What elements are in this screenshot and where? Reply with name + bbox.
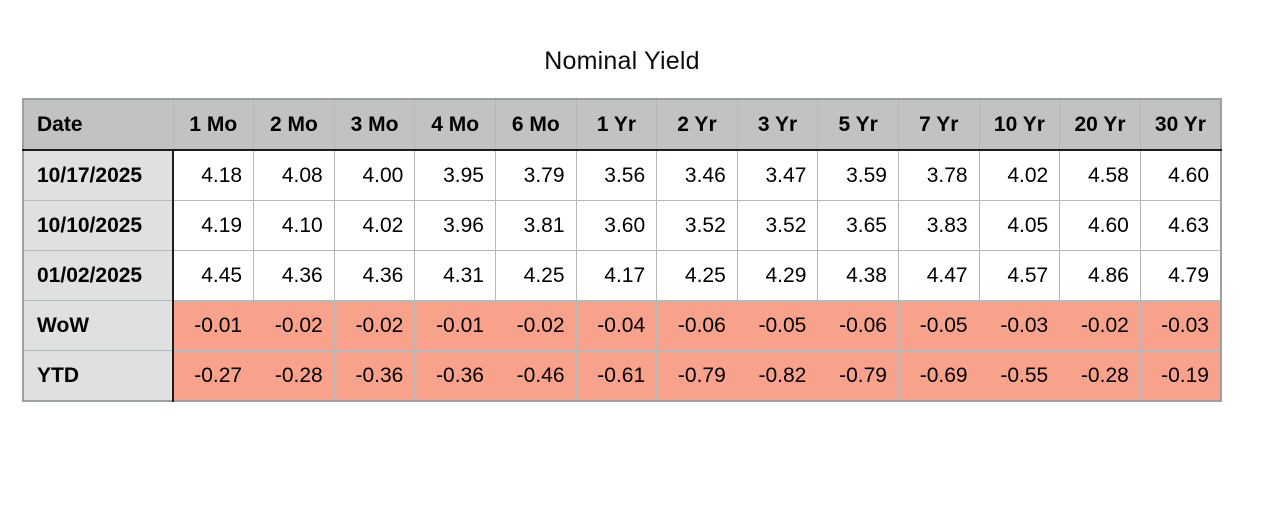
yield-value-01-02-2025-1-yr: 4.17 [575,250,658,301]
column-header-10-yr: 10 Yr [978,98,1061,151]
yield-value-10-17-2025-2-mo: 4.08 [253,149,335,201]
yield-value-10-10-2025-5-yr: 3.65 [817,200,899,251]
column-header-5-yr: 5 Yr [817,98,899,151]
page: Nominal Yield Date 1 Mo 2 Mo 3 Mo 4 Mo 6 Mo 1 … [22,47,1222,402]
table-header: Date 1 Mo 2 Mo 3 Mo 4 Mo 6 Mo 1 Yr 2 Yr 3 Yr 5 Yr… [22,98,1222,151]
yield-value-ytd-1-yr: -0.61 [575,350,658,402]
yield-value-ytd-10-yr: -0.55 [978,350,1061,402]
table-row-wow: WoW -0.01 -0.02 -0.02 -0.01 -0.02 -0.04 -0.06 -0… [22,300,1222,351]
table-row-01-02-2025: 01/02/2025 4.45 4.36 4.36 4.31 4.25 4.17 4.25 4.… [22,250,1222,301]
page-title: Nominal Yield [544,47,700,75]
yield-value-10-10-2025-1-mo: 4.19 [172,200,255,251]
table-body: 10/17/2025 4.18 4.08 4.00 3.95 3.79 3.56 3.46 3.… [22,149,1222,402]
column-header-1-mo: 1 Mo [172,98,255,151]
column-header-2-yr: 2 Yr [656,98,738,151]
yield-value-wow-2-mo: -0.02 [253,300,335,351]
column-header-30-yr: 30 Yr [1139,98,1222,151]
yield-value-01-02-2025-3-mo: 4.36 [333,250,416,301]
yield-value-10-10-2025-7-yr: 3.83 [897,200,980,251]
column-header-1-yr: 1 Yr [575,98,658,151]
table-row-10-17-2025: 10/17/2025 4.18 4.08 4.00 3.95 3.79 3.56 3.46 3.… [22,149,1222,201]
row-label-10-17-2025: 10/17/2025 [22,149,174,201]
yield-value-01-02-2025-6-mo: 4.25 [494,250,577,301]
yield-value-wow-3-mo: -0.02 [333,300,416,351]
yield-value-10-17-2025-4-mo: 3.95 [414,149,496,201]
yield-value-10-17-2025-1-mo: 4.18 [172,149,255,201]
yield-value-01-02-2025-20-yr: 4.86 [1059,250,1141,301]
row-label-ytd: YTD [22,350,174,402]
yield-value-01-02-2025-2-mo: 4.36 [253,250,335,301]
yield-value-01-02-2025-3-yr: 4.29 [736,250,819,301]
yield-value-10-10-2025-30-yr: 4.63 [1139,200,1222,251]
yield-value-ytd-2-mo: -0.28 [253,350,335,402]
yield-value-ytd-7-yr: -0.69 [897,350,980,402]
yield-value-ytd-3-mo: -0.36 [333,350,416,402]
column-header-2-mo: 2 Mo [253,98,335,151]
yield-value-ytd-1-mo: -0.27 [172,350,255,402]
yield-value-wow-20-yr: -0.02 [1059,300,1141,351]
yield-value-ytd-6-mo: -0.46 [494,350,577,402]
yield-value-01-02-2025-4-mo: 4.31 [414,250,496,301]
yield-value-wow-2-yr: -0.06 [656,300,738,351]
yield-value-10-17-2025-10-yr: 4.02 [978,149,1061,201]
yield-value-wow-3-yr: -0.05 [736,300,819,351]
yield-value-10-17-2025-3-yr: 3.47 [736,149,819,201]
yield-value-wow-30-yr: -0.03 [1139,300,1222,351]
column-header-20-yr: 20 Yr [1059,98,1141,151]
yield-value-10-10-2025-2-mo: 4.10 [253,200,335,251]
column-header-3-yr: 3 Yr [736,98,819,151]
yield-value-ytd-4-mo: -0.36 [414,350,496,402]
yield-value-01-02-2025-7-yr: 4.47 [897,250,980,301]
yield-value-ytd-3-yr: -0.82 [736,350,819,402]
yield-value-10-17-2025-7-yr: 3.78 [897,149,980,201]
table-row-10-10-2025: 10/10/2025 4.19 4.10 4.02 3.96 3.81 3.60 3.52 3.… [22,200,1222,251]
yield-value-wow-1-yr: -0.04 [575,300,658,351]
yield-value-wow-6-mo: -0.02 [494,300,577,351]
yield-value-10-10-2025-10-yr: 4.05 [978,200,1061,251]
yield-value-wow-10-yr: -0.03 [978,300,1061,351]
yield-value-10-17-2025-30-yr: 4.60 [1139,149,1222,201]
yield-value-10-10-2025-3-mo: 4.02 [333,200,416,251]
yield-value-10-10-2025-1-yr: 3.60 [575,200,658,251]
yield-value-01-02-2025-5-yr: 4.38 [817,250,899,301]
yield-value-10-17-2025-3-mo: 4.00 [333,149,416,201]
row-label-01-02-2025: 01/02/2025 [22,250,174,301]
nominal-yield-table: Date 1 Mo 2 Mo 3 Mo 4 Mo 6 Mo 1 Yr 2 Yr 3 Yr 5 Yr… [22,98,1222,402]
yield-value-10-17-2025-1-yr: 3.56 [575,149,658,201]
yield-value-ytd-2-yr: -0.79 [656,350,738,402]
column-header-4-mo: 4 Mo [414,98,496,151]
yield-value-10-17-2025-6-mo: 3.79 [494,149,577,201]
yield-value-10-17-2025-5-yr: 3.59 [817,149,899,201]
column-header-date: Date [22,98,174,151]
yield-value-10-17-2025-20-yr: 4.58 [1059,149,1141,201]
row-label-10-10-2025: 10/10/2025 [22,200,174,251]
yield-value-10-10-2025-20-yr: 4.60 [1059,200,1141,251]
yield-value-ytd-20-yr: -0.28 [1059,350,1141,402]
yield-value-01-02-2025-1-mo: 4.45 [172,250,255,301]
column-header-6-mo: 6 Mo [494,98,577,151]
column-header-7-yr: 7 Yr [897,98,980,151]
yield-value-10-10-2025-6-mo: 3.81 [494,200,577,251]
yield-value-01-02-2025-2-yr: 4.25 [656,250,738,301]
yield-value-wow-4-mo: -0.01 [414,300,496,351]
yield-value-ytd-30-yr: -0.19 [1139,350,1222,402]
yield-value-wow-1-mo: -0.01 [172,300,255,351]
table-row-ytd: YTD -0.27 -0.28 -0.36 -0.36 -0.46 -0.61 -0.79 -0… [22,350,1222,402]
yield-value-10-17-2025-2-yr: 3.46 [656,149,738,201]
yield-value-wow-5-yr: -0.06 [817,300,899,351]
yield-value-10-10-2025-3-yr: 3.52 [736,200,819,251]
header-row: Date 1 Mo 2 Mo 3 Mo 4 Mo 6 Mo 1 Yr 2 Yr 3 Yr 5 Yr… [22,98,1222,151]
column-header-3-mo: 3 Mo [333,98,416,151]
yield-value-01-02-2025-30-yr: 4.79 [1139,250,1222,301]
yield-value-wow-7-yr: -0.05 [897,300,980,351]
yield-value-10-10-2025-4-mo: 3.96 [414,200,496,251]
yield-value-ytd-5-yr: -0.79 [817,350,899,402]
row-label-wow: WoW [22,300,174,351]
yield-value-01-02-2025-10-yr: 4.57 [978,250,1061,301]
yield-value-10-10-2025-2-yr: 3.52 [656,200,738,251]
